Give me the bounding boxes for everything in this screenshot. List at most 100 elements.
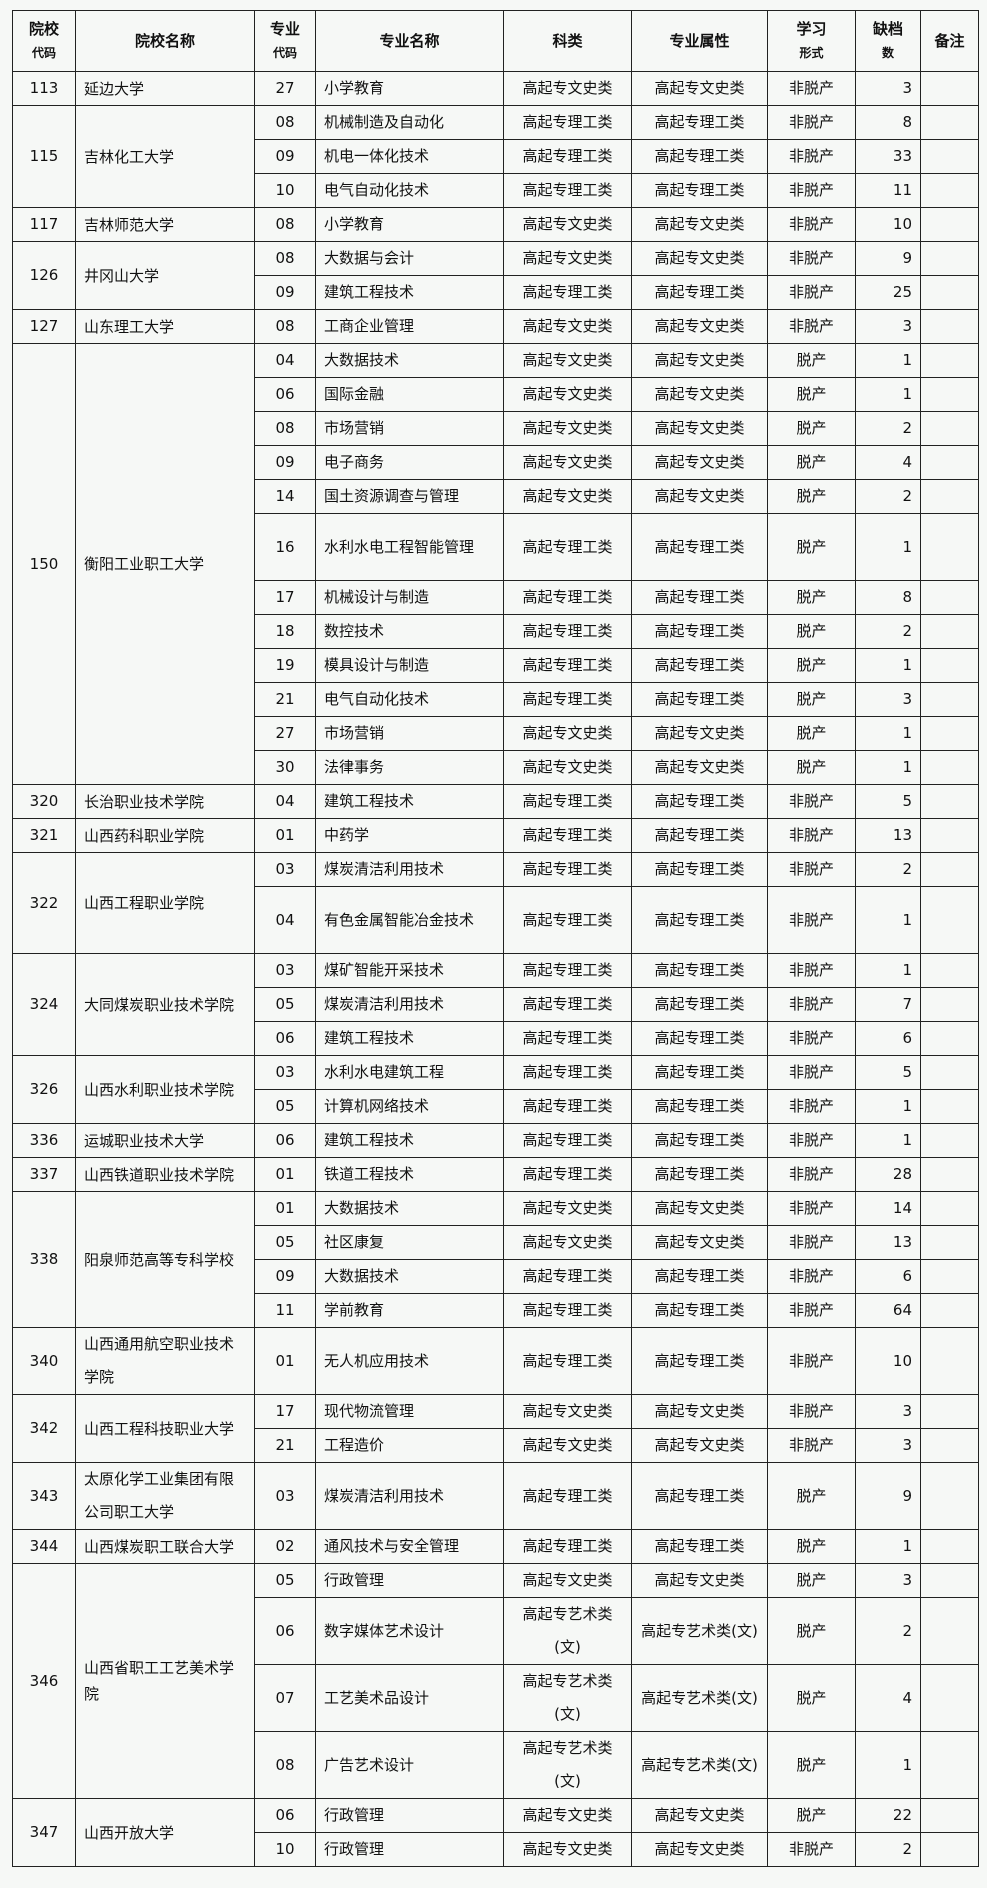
shortfall-count-cell: 1 xyxy=(855,750,921,785)
shortfall-count-cell: 13 xyxy=(855,818,921,853)
major-attribute-cell: 高起专理工类 xyxy=(631,513,768,581)
category-cell: 高起专艺术类(文) xyxy=(503,1731,632,1799)
header-label: 专业属性 xyxy=(669,32,730,50)
study-mode-cell: 非脱产 xyxy=(767,139,856,174)
remarks-cell xyxy=(920,1394,979,1429)
major-name-cell: 建筑工程技术 xyxy=(315,1123,504,1158)
table-row: 150 衡阳工业职工大学 04 大数据技术 高起专文史类 高起专文史类 脱产 1 xyxy=(12,343,979,785)
remarks-cell xyxy=(920,377,979,412)
shortfall-count-cell: 4 xyxy=(855,1664,921,1732)
table-row: 07 工艺美术品设计 高起专艺术类(文) 高起专艺术类(文) 脱产 4 xyxy=(13,1664,979,1732)
school-name-cell: 吉林师范大学 xyxy=(75,207,255,242)
major-code-cell: 21 xyxy=(254,1428,316,1463)
remarks-cell xyxy=(920,1123,979,1158)
remarks-cell xyxy=(920,1055,979,1090)
major-attribute-cell: 高起专文史类 xyxy=(631,343,768,378)
study-mode-cell: 非脱产 xyxy=(767,784,856,819)
major-name-cell: 小学教育 xyxy=(315,71,504,106)
remarks-cell xyxy=(920,1293,979,1328)
shortfall-count-cell: 1 xyxy=(855,1123,921,1158)
major-name-cell: 建筑工程技术 xyxy=(315,784,504,819)
shortfall-count-cell: 8 xyxy=(855,580,921,615)
major-code-cell: 04 xyxy=(254,886,316,954)
category-cell: 高起专文史类 xyxy=(503,207,632,242)
category-cell: 高起专文史类 xyxy=(503,750,632,785)
shortfall-count-cell: 5 xyxy=(855,1055,921,1090)
category-cell: 高起专文史类 xyxy=(503,343,632,378)
header-label: 缺档 xyxy=(872,20,903,38)
major-attribute-cell: 高起专理工类 xyxy=(631,580,768,615)
category-cell: 高起专文史类 xyxy=(503,1225,632,1260)
category-cell: 高起专理工类 xyxy=(503,953,632,988)
major-attribute-cell: 高起专文史类 xyxy=(631,309,768,344)
remarks-cell xyxy=(920,1191,979,1226)
major-code-cell: 08 xyxy=(254,411,316,446)
table-row: 06 数字媒体艺术设计 高起专艺术类(文) 高起专艺术类(文) 脱产 2 xyxy=(13,1597,979,1665)
study-mode-cell: 非脱产 xyxy=(767,309,856,344)
study-mode-cell: 非脱产 xyxy=(767,241,856,276)
table-row: 08 广告艺术设计 高起专艺术类(文) 高起专艺术类(文) 脱产 1 xyxy=(13,1731,979,1799)
major-name-cell: 电气自动化技术 xyxy=(315,173,504,208)
category-cell: 高起专理工类 xyxy=(503,682,632,717)
major-name-cell: 数控技术 xyxy=(315,614,504,649)
study-mode-cell: 脱产 xyxy=(767,1563,856,1598)
table-row: 322 山西工程职业学院 03 煤炭清洁利用技术 高起专理工类 高起专理工类 非脱产 2 xyxy=(12,852,979,954)
study-mode-cell: 非脱产 xyxy=(767,1293,856,1328)
major-code-cell: 08 xyxy=(254,1731,316,1799)
study-mode-cell: 脱产 xyxy=(767,377,856,412)
school-code-cell: 347 xyxy=(12,1798,76,1867)
category-cell: 高起专理工类 xyxy=(503,1089,632,1124)
major-name-cell: 行政管理 xyxy=(315,1563,504,1598)
table-row: 347 山西开放大学 06 行政管理 高起专文史类 高起专文史类 脱产 22 xyxy=(12,1798,979,1867)
shortfall-count-cell: 64 xyxy=(855,1293,921,1328)
major-attribute-cell: 高起专文史类 xyxy=(631,377,768,412)
major-code-cell: 02 xyxy=(254,1529,316,1564)
study-mode-cell: 脱产 xyxy=(767,445,856,480)
major-code-cell: 09 xyxy=(254,139,316,174)
school-code-cell: 322 xyxy=(12,852,76,954)
major-code-cell: 07 xyxy=(254,1664,316,1732)
major-name-cell: 大数据技术 xyxy=(315,343,504,378)
shortfall-count-cell: 6 xyxy=(855,1021,921,1056)
major-attribute-cell: 高起专文史类 xyxy=(631,445,768,480)
table-row: 17 机械设计与制造 高起专理工类 高起专理工类 脱产 8 xyxy=(13,580,979,615)
table-row: 16 水利水电工程智能管理 高起专理工类 高起专理工类 脱产 1 xyxy=(13,513,979,581)
study-mode-cell: 脱产 xyxy=(767,580,856,615)
header-major-attribute: 专业属性 xyxy=(631,10,768,72)
study-mode-cell: 脱产 xyxy=(767,614,856,649)
category-cell: 高起专理工类 xyxy=(503,614,632,649)
shortfall-count-cell: 9 xyxy=(855,241,921,276)
major-code-cell: 01 xyxy=(254,818,316,853)
study-mode-cell: 脱产 xyxy=(767,750,856,785)
header-major-code: 专业 代码 xyxy=(254,10,316,72)
study-mode-cell: 非脱产 xyxy=(767,1123,856,1158)
major-name-cell: 水利水电建筑工程 xyxy=(315,1055,504,1090)
category-cell: 高起专文史类 xyxy=(503,1832,632,1867)
study-mode-cell: 非脱产 xyxy=(767,105,856,140)
school-code-cell: 346 xyxy=(12,1563,76,1799)
school-name-cell: 山西开放大学 xyxy=(75,1798,255,1867)
major-code-cell: 08 xyxy=(254,241,316,276)
table-row: 338 阳泉师范高等专科学校 01 大数据技术 高起专文史类 高起专文史类 非脱产 14 xyxy=(12,1191,979,1328)
remarks-cell xyxy=(920,275,979,310)
major-name-cell: 大数据技术 xyxy=(315,1259,504,1294)
table-row: 342 山西工程科技职业大学 17 现代物流管理 高起专文史类 高起专文史类 非脱产 3 xyxy=(12,1394,979,1463)
major-name-cell: 水利水电工程智能管理 xyxy=(315,513,504,581)
header-label-line2: 代码 xyxy=(272,46,297,60)
school-name-cell: 山西药科职业学院 xyxy=(75,818,255,853)
study-mode-cell: 非脱产 xyxy=(767,275,856,310)
major-name-cell: 小学教育 xyxy=(315,207,504,242)
major-name-cell: 行政管理 xyxy=(315,1798,504,1833)
shortfall-count-cell: 1 xyxy=(855,953,921,988)
remarks-cell xyxy=(920,207,979,242)
major-name-cell: 通风技术与安全管理 xyxy=(315,1529,504,1564)
study-mode-cell: 非脱产 xyxy=(767,953,856,988)
major-name-cell: 社区康复 xyxy=(315,1225,504,1260)
category-cell: 高起专理工类 xyxy=(503,1021,632,1056)
shortfall-count-cell: 1 xyxy=(855,1731,921,1799)
study-mode-cell: 脱产 xyxy=(767,1529,856,1564)
header-label: 备注 xyxy=(934,32,965,50)
category-cell: 高起专理工类 xyxy=(503,818,632,853)
study-mode-cell: 脱产 xyxy=(767,682,856,717)
major-code-cell: 27 xyxy=(254,716,316,751)
